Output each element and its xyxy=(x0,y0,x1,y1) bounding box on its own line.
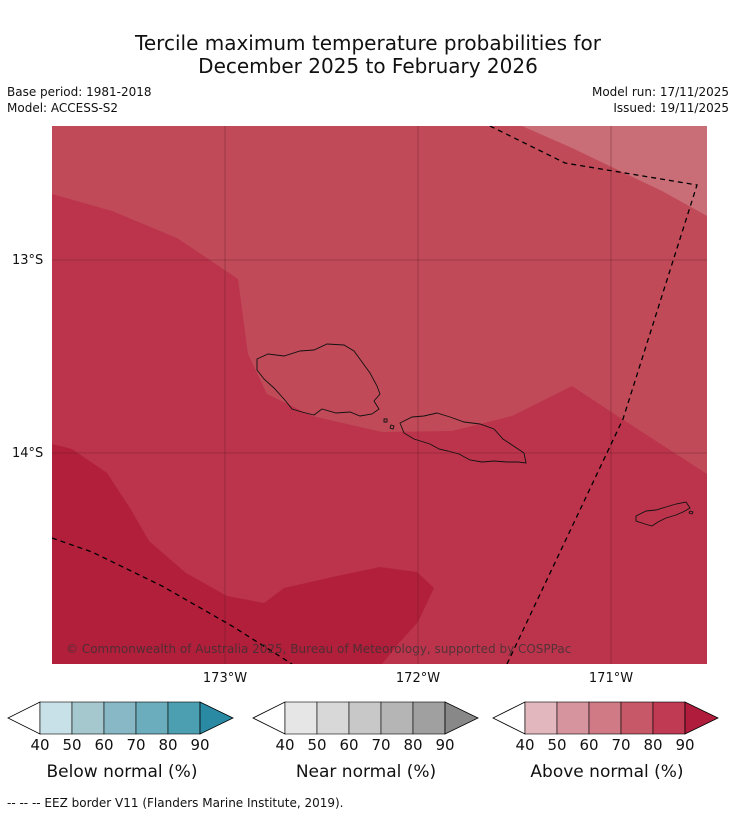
map-svg xyxy=(52,126,707,664)
lat-label-13s: 13°S xyxy=(12,253,44,268)
meta-right: Model run: 17/11/2025 Issued: 19/11/2025 xyxy=(592,84,729,116)
colorbar-above-label: Above normal (%) xyxy=(530,762,684,782)
colorbar-near-tick: 50 xyxy=(307,736,327,754)
colorbar-below-label: Below normal (%) xyxy=(46,762,198,782)
colorbar-near-label: Near normal (%) xyxy=(295,762,437,782)
chart-title: Tercile maximum temperature probabilitie… xyxy=(0,32,736,78)
lon-label-171w: 171°W xyxy=(588,671,634,686)
colorbar-below-tick: 40 xyxy=(30,736,50,754)
colorbar-below-segment xyxy=(135,701,169,735)
eez-footnote: -- -- -- EEZ border V11 (Flanders Marine… xyxy=(7,796,344,810)
zone-above-80 xyxy=(52,194,707,664)
lon-label-173w: 173°W xyxy=(202,671,248,686)
colorbar-near-segment xyxy=(348,701,382,735)
colorbar-above-max-arrow xyxy=(684,701,719,735)
colorbar-below-tick: 90 xyxy=(190,736,210,754)
colorbar-above-min-arrow xyxy=(492,701,526,735)
apolima-islet xyxy=(383,418,388,423)
islands xyxy=(256,343,694,527)
model-run: Model run: 17/11/2025 xyxy=(591,85,729,99)
gridlines xyxy=(52,126,707,664)
colorbar-near-segment xyxy=(284,701,318,735)
colorbar-below-tick: 60 xyxy=(94,736,114,754)
colorbar-below-tick: 80 xyxy=(158,736,178,754)
colorbar-above-tick: 60 xyxy=(579,736,599,754)
model-name: Model: ACCESS-S2 xyxy=(7,101,119,115)
copyright-notice: © Commonwealth of Australia 2025, Bureau… xyxy=(66,642,572,656)
colorbar-near xyxy=(252,701,479,735)
meta-left: Base period: 1981-2018 Model: ACCESS-S2 xyxy=(7,84,152,116)
colorbar-near-segment xyxy=(412,701,446,735)
colorbar-below-segment xyxy=(103,701,137,735)
tutuila-island xyxy=(635,501,691,527)
colorbar-below-segment xyxy=(71,701,105,735)
upolu-island xyxy=(399,412,527,464)
colorbar-near-tick: 40 xyxy=(275,736,295,754)
colorbar-above-segment xyxy=(524,701,558,735)
base-period: Base period: 1981-2018 xyxy=(7,85,152,99)
colorbar-below-segment xyxy=(167,701,201,735)
zone-above-60 xyxy=(522,126,707,216)
colorbar-above-segment xyxy=(556,701,590,735)
colorbar-below-max-arrow xyxy=(199,701,234,735)
colorbar-below-segment xyxy=(39,701,73,735)
colorbar-below xyxy=(7,701,234,735)
title-line-2: December 2025 to February 2026 xyxy=(198,54,538,78)
colorbar-above-segment xyxy=(620,701,654,735)
colorbar-near-max-arrow xyxy=(444,701,479,735)
savaii-island xyxy=(256,343,381,417)
colorbar-above xyxy=(492,701,719,735)
colorbar-above-segment xyxy=(652,701,686,735)
colorbar-below-tick: 50 xyxy=(62,736,82,754)
manono-islet xyxy=(389,424,395,430)
colorbar-near-tick: 60 xyxy=(339,736,359,754)
colorbar-above-tick: 70 xyxy=(611,736,631,754)
colorbar-near-segment xyxy=(316,701,350,735)
colorbar-near-min-arrow xyxy=(252,701,286,735)
colorbar-above-tick: 90 xyxy=(675,736,695,754)
colorbar-above-tick: 50 xyxy=(547,736,567,754)
map-panel[interactable] xyxy=(52,126,707,664)
colorbar-near-tick: 90 xyxy=(435,736,455,754)
lat-label-14s: 14°S xyxy=(12,446,44,461)
zone-above-90 xyxy=(52,444,434,664)
eez-border xyxy=(52,126,698,664)
colorbar-below-min-arrow xyxy=(7,701,41,735)
lon-label-172w: 172°W xyxy=(395,671,441,686)
colorbar-near-tick: 70 xyxy=(371,736,391,754)
colorbar-near-tick: 80 xyxy=(403,736,423,754)
title-line-1: Tercile maximum temperature probabilitie… xyxy=(135,31,601,55)
aunuu-islet xyxy=(688,510,694,515)
issued-date: Issued: 19/11/2025 xyxy=(613,101,729,115)
colorbar-above-tick: 40 xyxy=(515,736,535,754)
colorbar-above-tick: 80 xyxy=(643,736,663,754)
colorbar-above-segment xyxy=(588,701,622,735)
colorbar-near-segment xyxy=(380,701,414,735)
colorbar-below-tick: 70 xyxy=(126,736,146,754)
